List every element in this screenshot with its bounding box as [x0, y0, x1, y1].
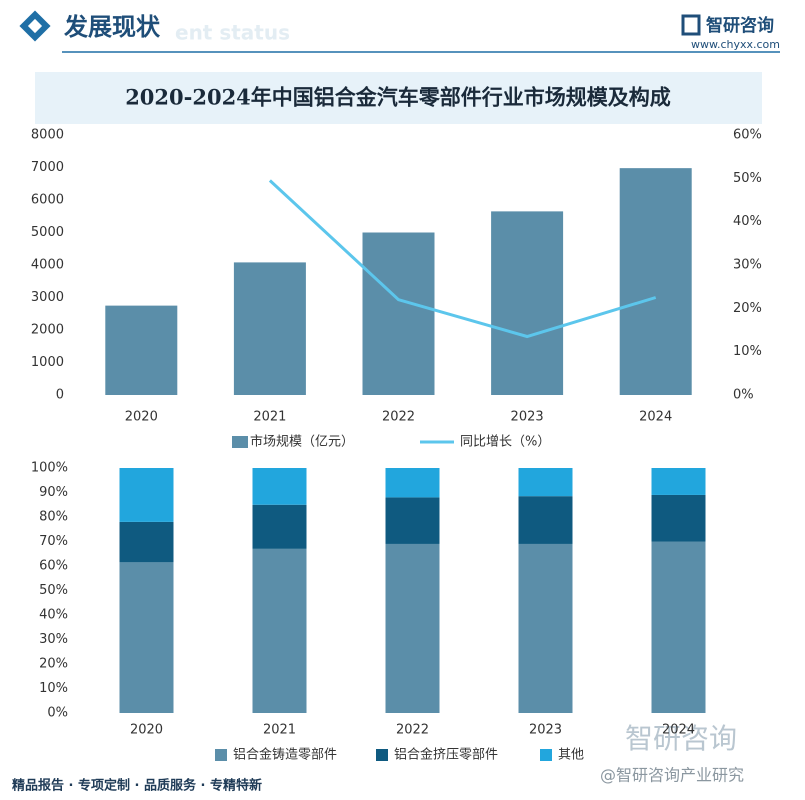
y-tick-label: 10% — [39, 681, 68, 696]
y-tick-label: 2000 — [31, 323, 64, 338]
y2-tick-label: 40% — [733, 214, 762, 229]
logo-url: www.chyxx.com — [691, 38, 780, 51]
legend-swatch — [376, 749, 388, 761]
y2-tick-label: 0% — [733, 388, 754, 403]
y-tick-label: 90% — [39, 485, 68, 500]
y2-tick-label: 50% — [733, 171, 762, 186]
bar-segment — [518, 496, 573, 544]
y2-tick-label: 20% — [733, 301, 762, 316]
bar-segment — [651, 468, 706, 495]
bar — [491, 211, 564, 395]
legend-swatch — [215, 749, 227, 761]
x-tick-label: 2022 — [382, 410, 415, 425]
y-tick-label: 5000 — [31, 225, 64, 240]
bar-segment — [651, 494, 706, 542]
legend-label: 同比增长（%） — [460, 435, 550, 450]
y-tick-label: 8000 — [31, 128, 64, 143]
line — [268, 179, 657, 339]
y-tick-label: 7000 — [31, 160, 64, 175]
footer-text: 精品报告 · 专项定制 · 品质服务 · 专精特新 — [12, 778, 262, 794]
chart-title: 2020-2024年中国铝合金汽车零部件行业市场规模及构成 — [125, 85, 671, 110]
legend-swatch — [232, 436, 248, 448]
bar-segment — [119, 468, 174, 522]
bar-segment — [385, 468, 440, 498]
x-tick-label: 2024 — [662, 723, 695, 738]
bar-segment — [518, 543, 573, 713]
y2-tick-label: 60% — [733, 128, 762, 143]
watermark-logo: 智研咨询 — [625, 722, 737, 755]
y-tick-label: 0 — [56, 388, 64, 403]
y-tick-label: 40% — [39, 608, 68, 623]
y-tick-label: 1000 — [31, 355, 64, 370]
legend-label: 其他 — [558, 748, 584, 763]
logo-text: 智研咨询 — [706, 15, 774, 36]
bar-segment — [252, 548, 307, 713]
y-tick-label: 3000 — [31, 290, 64, 305]
x-tick-label: 2020 — [130, 723, 163, 738]
x-tick-label: 2020 — [125, 410, 158, 425]
y2-tick-label: 10% — [733, 344, 762, 359]
y-tick-label: 20% — [39, 657, 68, 672]
bar-segment — [252, 504, 307, 549]
bar-segment — [651, 541, 706, 713]
bar — [233, 262, 306, 395]
y-tick-label: 70% — [39, 534, 68, 549]
y2-tick-label: 30% — [733, 258, 762, 273]
legend-label: 铝合金铸造零部件 — [233, 747, 337, 763]
x-tick-label: 2022 — [396, 723, 429, 738]
bar — [619, 168, 692, 395]
y-tick-label: 50% — [39, 583, 68, 598]
bar-segment — [252, 468, 307, 505]
bar-segment — [518, 468, 573, 497]
bar-segment — [385, 543, 440, 713]
y-tick-label: 30% — [39, 632, 68, 647]
x-tick-label: 2021 — [263, 723, 296, 738]
y-tick-label: 100% — [31, 461, 68, 476]
title-band — [35, 72, 762, 124]
x-tick-label: 2021 — [253, 410, 286, 425]
x-tick-label: 2023 — [511, 410, 544, 425]
header-title: 发展现状 — [63, 13, 161, 41]
y-tick-label: 0% — [47, 706, 68, 721]
legend-label: 铝合金挤压零部件 — [394, 747, 498, 763]
x-tick-label: 2024 — [639, 410, 672, 425]
header: ent status 发展现状 智研咨询 www.chyxx.com — [19, 10, 780, 53]
x-tick-label: 2023 — [529, 723, 562, 738]
legend-label: 市场规模（亿元） — [250, 434, 354, 450]
bar-segment — [119, 562, 174, 713]
bar-segment — [119, 521, 174, 563]
bar — [362, 232, 435, 395]
bar — [105, 305, 178, 395]
y-tick-label: 4000 — [31, 258, 64, 273]
y-tick-label: 80% — [39, 510, 68, 525]
logo-icon — [681, 14, 701, 36]
watermark-account: @智研咨询产业研究 — [600, 766, 744, 785]
header-icon-inner — [27, 18, 43, 34]
y-tick-label: 6000 — [31, 193, 64, 208]
legend-swatch — [540, 749, 552, 761]
bar-segment — [385, 497, 440, 544]
header-subtitle: ent status — [175, 21, 290, 45]
y-tick-label: 60% — [39, 559, 68, 574]
